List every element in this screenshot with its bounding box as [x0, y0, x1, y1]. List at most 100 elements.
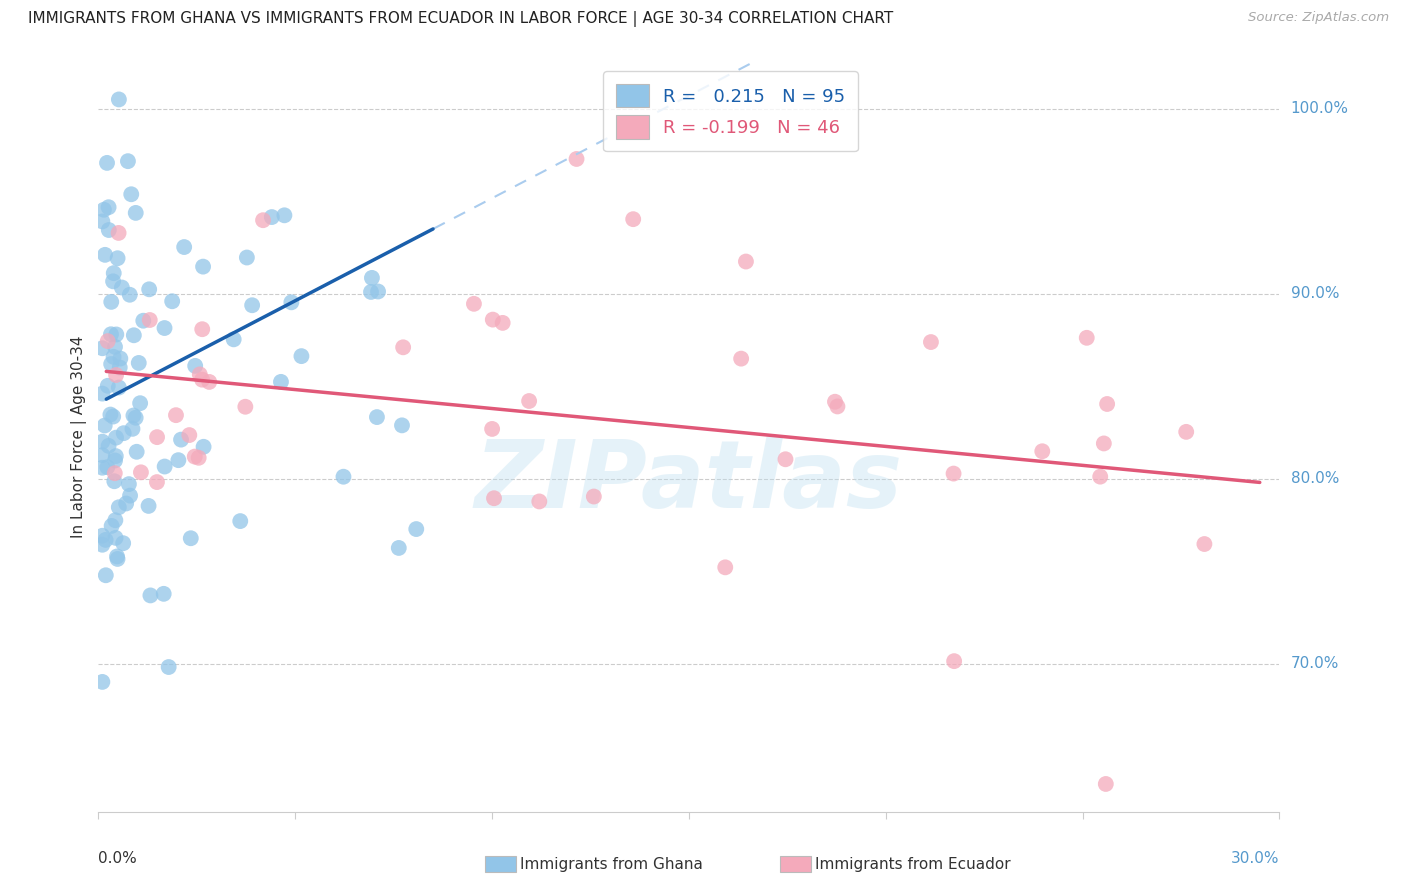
- Point: [730, 351, 752, 366]
- Point: [360, 285, 382, 299]
- Point: [120, 489, 142, 503]
- Point: [170, 433, 193, 447]
- Text: ZIPatlas: ZIPatlas: [475, 436, 903, 528]
- Point: [191, 373, 214, 387]
- Point: [108, 500, 131, 515]
- Point: [108, 92, 131, 106]
- Point: [91, 386, 114, 401]
- Point: [91, 448, 114, 462]
- Point: [191, 322, 214, 336]
- Point: [100, 327, 122, 342]
- Point: [94, 248, 117, 262]
- Point: [482, 491, 505, 506]
- Point: [100, 357, 122, 371]
- Point: [108, 360, 131, 375]
- Point: [103, 474, 125, 488]
- Point: [107, 552, 129, 566]
- Point: [91, 214, 114, 228]
- Point: [129, 466, 152, 480]
- Point: [405, 522, 427, 536]
- Point: [139, 313, 162, 327]
- Point: [125, 444, 148, 458]
- Point: [128, 356, 150, 370]
- Point: [124, 410, 146, 425]
- Text: 30.0%: 30.0%: [1232, 851, 1279, 865]
- Point: [104, 449, 127, 463]
- Point: [366, 410, 388, 425]
- Point: [91, 460, 114, 475]
- Point: [198, 375, 221, 389]
- Point: [367, 285, 389, 299]
- Point: [179, 428, 201, 442]
- Point: [91, 529, 114, 543]
- Point: [157, 660, 180, 674]
- Point: [184, 450, 207, 464]
- Point: [735, 254, 758, 268]
- Point: [138, 282, 160, 296]
- Point: [112, 426, 135, 441]
- Point: [104, 340, 127, 354]
- Point: [104, 453, 127, 467]
- Point: [180, 531, 202, 545]
- Legend: R =   0.215   N = 95, R = -0.199   N = 46: R = 0.215 N = 95, R = -0.199 N = 46: [603, 71, 858, 152]
- Point: [105, 549, 128, 564]
- Point: [97, 223, 120, 237]
- Point: [942, 467, 965, 481]
- Point: [103, 409, 125, 424]
- Point: [827, 400, 849, 414]
- Point: [100, 519, 122, 533]
- Point: [153, 321, 176, 335]
- Point: [97, 334, 120, 348]
- Point: [1194, 537, 1216, 551]
- Text: Immigrants from Ecuador: Immigrants from Ecuador: [815, 857, 1011, 871]
- Point: [173, 240, 195, 254]
- Point: [1090, 469, 1112, 483]
- Point: [187, 450, 209, 465]
- Text: Source: ZipAtlas.com: Source: ZipAtlas.com: [1249, 11, 1389, 24]
- Point: [391, 418, 413, 433]
- Point: [93, 418, 115, 433]
- Text: 0.0%: 0.0%: [98, 851, 138, 865]
- Point: [138, 499, 160, 513]
- Point: [582, 490, 605, 504]
- Point: [167, 453, 190, 467]
- Point: [240, 298, 263, 312]
- Point: [280, 295, 302, 310]
- Point: [118, 287, 141, 301]
- Point: [112, 536, 135, 550]
- Point: [1076, 331, 1098, 345]
- Point: [97, 200, 120, 214]
- Point: [252, 213, 274, 227]
- Point: [517, 394, 540, 409]
- Point: [105, 368, 128, 382]
- Text: 90.0%: 90.0%: [1291, 286, 1339, 301]
- Point: [290, 349, 312, 363]
- Point: [146, 475, 169, 489]
- Text: 70.0%: 70.0%: [1291, 657, 1339, 671]
- Point: [1092, 436, 1115, 450]
- Point: [108, 380, 131, 394]
- Point: [775, 452, 797, 467]
- Point: [101, 274, 124, 288]
- Point: [97, 439, 120, 453]
- Point: [122, 409, 145, 423]
- Point: [91, 341, 114, 355]
- Point: [103, 266, 125, 280]
- Text: 80.0%: 80.0%: [1291, 471, 1339, 486]
- Point: [125, 206, 148, 220]
- Point: [100, 294, 122, 309]
- Point: [105, 327, 128, 342]
- Point: [94, 533, 117, 547]
- Point: [191, 260, 214, 274]
- Point: [91, 538, 114, 552]
- Point: [332, 469, 354, 483]
- Point: [132, 314, 155, 328]
- Point: [270, 375, 292, 389]
- Point: [104, 513, 127, 527]
- Point: [94, 568, 117, 582]
- Point: [621, 212, 644, 227]
- Point: [388, 541, 411, 555]
- Point: [714, 560, 737, 574]
- Point: [146, 430, 169, 444]
- Text: 100.0%: 100.0%: [1291, 101, 1348, 116]
